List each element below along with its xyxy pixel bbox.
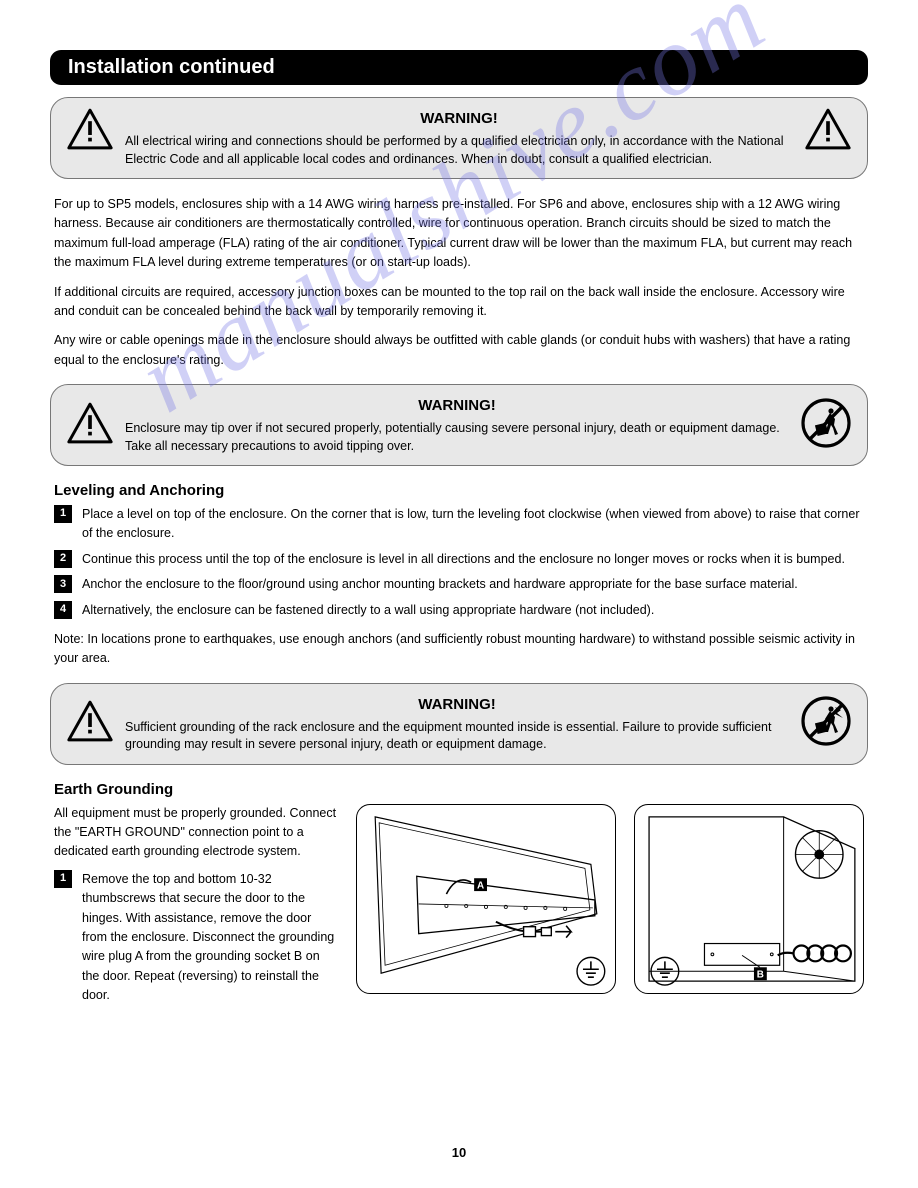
warning-text: All electrical wiring and connections sh… bbox=[125, 133, 793, 168]
warning-box-3: WARNING! Sufficient grounding of the rac… bbox=[50, 683, 868, 765]
step-number: 2 bbox=[54, 550, 72, 568]
warning-box-1: WARNING! All electrical wiring and conne… bbox=[50, 97, 868, 179]
leveling-steps: 1 Place a level on top of the enclosure. … bbox=[54, 505, 864, 620]
step-number: 1 bbox=[54, 870, 72, 888]
step-number: 3 bbox=[54, 575, 72, 593]
warning-box-2: WARNING! Enclosure may tip over if not s… bbox=[50, 384, 868, 466]
wiring-paragraphs: For up to SP5 models, enclosures ship wi… bbox=[54, 195, 864, 370]
wiring-p3: Any wire or cable openings made in the e… bbox=[54, 331, 864, 370]
door-grounding-figure: A bbox=[356, 804, 616, 994]
warning-triangle-icon bbox=[67, 402, 113, 449]
warning-triangle-icon bbox=[67, 108, 113, 155]
warning-label: WARNING! bbox=[125, 108, 793, 129]
no-shock-prohibition-icon bbox=[801, 696, 851, 751]
step-text: Continue this process until the top of t… bbox=[82, 550, 864, 569]
enclosure-grounding-figure: B bbox=[634, 804, 864, 994]
step-text: Alternatively, the enclosure can be fast… bbox=[82, 601, 864, 620]
leveling-heading: Leveling and Anchoring bbox=[54, 482, 864, 499]
warning-text: Enclosure may tip over if not secured pr… bbox=[125, 420, 789, 455]
leveling-note: Note: In locations prone to earthquakes,… bbox=[54, 630, 864, 669]
step-text: Anchor the enclosure to the floor/ground… bbox=[82, 575, 864, 594]
figure-label-a: A bbox=[477, 880, 484, 891]
warning-triangle-icon bbox=[67, 700, 113, 747]
warning-text: Sufficient grounding of the rack enclosu… bbox=[125, 719, 789, 754]
no-tip-prohibition-icon bbox=[801, 398, 851, 453]
page-container: Installation continued WARNING! All elec… bbox=[0, 0, 918, 1051]
wiring-p1: For up to SP5 models, enclosures ship wi… bbox=[54, 195, 864, 273]
warning-label: WARNING! bbox=[125, 694, 789, 715]
page-number: 10 bbox=[0, 1145, 918, 1160]
step-text: Place a level on top of the enclosure. O… bbox=[82, 505, 864, 544]
warning-label: WARNING! bbox=[125, 395, 789, 416]
wiring-p2: If additional circuits are required, acc… bbox=[54, 283, 864, 322]
step-number: 4 bbox=[54, 601, 72, 619]
warning-triangle-icon bbox=[805, 108, 851, 155]
earth-text: All equipment must be properly grounded.… bbox=[54, 804, 338, 862]
step-number: 1 bbox=[54, 505, 72, 523]
section-title-bar: Installation continued bbox=[50, 50, 868, 85]
earth-heading: Earth Grounding bbox=[54, 781, 864, 798]
step-text: Remove the top and bottom 10-32 thumbscr… bbox=[82, 870, 338, 1006]
figure-label-b: B bbox=[757, 969, 764, 980]
earth-grounding-row: All equipment must be properly grounded.… bbox=[54, 804, 864, 1012]
